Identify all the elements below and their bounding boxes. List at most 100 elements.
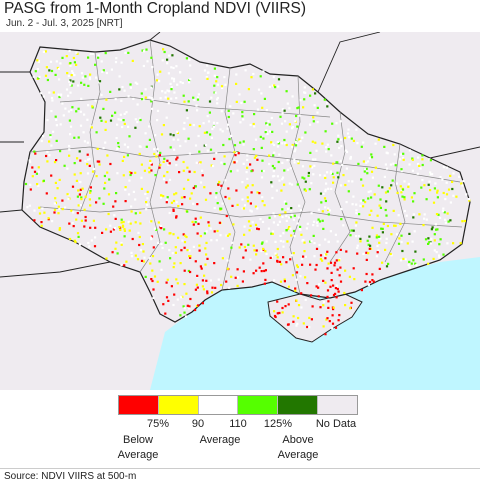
ndvi-pixel [166,196,169,199]
ndvi-pixel [115,57,118,60]
ndvi-pixel [213,230,216,233]
ndvi-pixel [209,192,212,195]
ndvi-pixel [155,79,159,82]
ndvi-pixel [249,258,252,261]
ndvi-pixel [327,306,330,309]
ndvi-pixel [363,170,366,173]
ndvi-pixel [223,76,226,79]
ndvi-pixel [153,152,156,156]
ndvi-pixel [153,148,156,151]
ndvi-pixel [193,170,196,174]
ndvi-pixel [461,184,464,187]
ndvi-pixel [421,158,424,161]
ndvi-pixel [451,180,454,183]
ndvi-pixel [357,235,361,238]
ndvi-pixel [283,109,286,112]
ndvi-pixel [436,228,439,231]
map-title: PASG from 1-Month Cropland NDVI (VIIRS) [4,0,307,17]
ndvi-pixel [172,233,175,236]
ndvi-pixel [312,120,315,123]
ndvi-pixel [173,293,176,296]
ndvi-pixel [264,278,267,281]
ndvi-pixel [297,162,300,165]
ndvi-pixel [76,212,79,215]
ndvi-pixel [172,199,176,203]
ndvi-pixel [290,183,294,186]
ndvi-pixel [284,305,287,308]
ndvi-pixel [416,172,419,175]
ndvi-pixel [413,230,416,233]
ndvi-pixel [393,224,396,227]
ndvi-pixel [97,54,100,57]
ndvi-pixel [261,169,264,173]
ndvi-pixel [241,207,244,210]
ndvi-pixel [329,172,332,175]
ndvi-pixel [73,136,76,139]
ndvi-pixel [123,229,126,232]
ndvi-pixel [112,228,115,231]
ndvi-pixel [164,241,167,244]
ndvi-pixel [250,210,253,213]
ndvi-pixel [326,105,329,108]
ndvi-pixel [150,220,153,223]
ndvi-pixel [235,73,238,76]
ndvi-pixel [209,133,212,136]
ndvi-pixel [234,276,237,279]
ndvi-pixel [145,145,148,148]
ndvi-pixel [246,200,249,203]
ndvi-pixel [164,91,167,94]
ndvi-pixel [365,251,368,254]
ndvi-pixel [43,211,46,214]
ndvi-pixel [320,201,323,204]
ndvi-pixel [160,133,164,136]
ndvi-pixel [216,96,219,100]
ndvi-pixel [187,81,191,84]
ndvi-pixel [322,325,325,328]
ndvi-pixel [214,91,217,94]
ndvi-pixel [220,161,223,164]
ndvi-pixel [68,144,71,148]
ndvi-pixel [462,180,465,183]
ndvi-pixel [44,50,47,53]
ndvi-pixel [130,255,133,258]
ndvi-pixel [377,184,380,187]
ndvi-pixel [324,206,327,209]
ndvi-pixel [55,60,58,63]
ndvi-pixel [88,76,91,79]
ndvi-pixel [417,156,420,159]
ndvi-pixel [175,216,178,219]
ndvi-pixel [324,176,327,179]
ndvi-pixel [411,169,414,172]
ndvi-pixel [38,75,41,79]
ndvi-pixel [216,102,219,105]
ndvi-pixel [179,144,182,148]
ndvi-pixel [105,228,108,231]
ndvi-pixel [150,97,153,100]
ndvi-pixel [318,283,321,286]
ndvi-pixel [192,223,195,226]
ndvi-pixel [447,220,450,223]
ndvi-pixel [293,214,296,217]
ndvi-pixel [114,217,117,220]
ndvi-pixel [131,237,134,241]
ndvi-pixel [120,263,123,267]
ndvi-pixel [400,234,403,237]
ndvi-pixel [236,276,240,279]
ndvi-pixel [165,181,168,184]
ndvi-pixel [226,234,229,237]
ndvi-pixel [150,100,153,103]
ndvi-pixel [349,155,352,159]
ndvi-pixel [203,144,206,147]
ndvi-pixel [181,81,184,85]
ndvi-pixel [145,201,148,204]
ndvi-pixel [40,221,43,224]
ndvi-pixel [192,96,195,99]
ndvi-pixel [377,138,380,141]
ndvi-pixel [378,267,381,270]
ndvi-pixel [189,297,192,301]
ndvi-pixel [368,235,371,238]
ndvi-pixel [170,86,173,89]
ndvi-pixel [141,243,144,246]
ndvi-pixel [336,161,339,164]
ndvi-pixel [181,203,184,206]
